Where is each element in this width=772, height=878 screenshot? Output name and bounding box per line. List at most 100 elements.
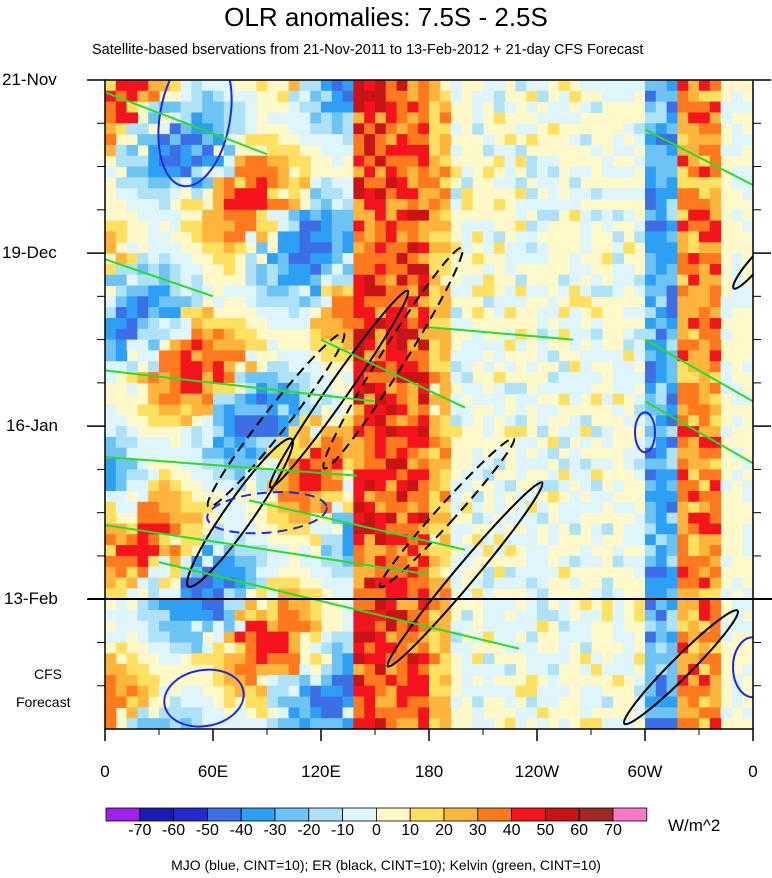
olr-cell — [137, 447, 149, 460]
forecast-label: Forecast — [16, 694, 71, 710]
olr-cell — [439, 177, 452, 189]
olr-cell — [472, 350, 484, 362]
olr-cell — [666, 458, 678, 470]
olr-cell — [407, 664, 419, 676]
olr-cell — [245, 642, 257, 654]
olr-cell — [645, 599, 657, 611]
olr-cell — [180, 696, 192, 708]
olr-cell — [742, 620, 753, 633]
olr-cell — [191, 436, 203, 449]
olr-cell — [245, 393, 257, 406]
olr-cell — [245, 166, 257, 178]
olr-cell — [115, 274, 128, 287]
olr-cell — [699, 307, 711, 319]
olr-cell — [180, 491, 192, 503]
olr-cell — [742, 664, 753, 676]
olr-cell — [655, 512, 668, 525]
olr-cell — [234, 220, 246, 232]
olr-cell — [461, 274, 473, 287]
olr-cell — [547, 685, 560, 698]
olr-cell — [223, 491, 236, 503]
olr-cell — [299, 447, 311, 460]
olr-cell — [655, 188, 668, 200]
olr-cell — [569, 209, 581, 222]
olr-cell — [353, 274, 365, 287]
olr-cell — [256, 134, 268, 146]
olr-cell — [353, 610, 365, 622]
olr-cell — [180, 101, 192, 113]
olr-cell — [645, 144, 657, 157]
olr-cell — [137, 318, 149, 330]
olr-cell — [375, 101, 387, 113]
olr-cell — [148, 177, 160, 189]
olr-cell — [655, 263, 668, 276]
olr-cell — [364, 664, 376, 676]
olr-cell — [699, 188, 711, 200]
olr-cell — [234, 718, 246, 729]
olr-cell — [407, 674, 419, 687]
olr-cell — [504, 415, 516, 427]
olr-cell — [299, 620, 311, 633]
olr-cell — [418, 404, 430, 416]
olr-cell — [666, 209, 678, 222]
olr-cell — [159, 177, 171, 189]
olr-cell — [580, 469, 592, 481]
olr-cell — [267, 426, 279, 438]
olr-cell — [515, 253, 527, 265]
olr-cell — [407, 101, 419, 113]
olr-cell — [331, 696, 344, 708]
olr-cell — [677, 318, 689, 330]
olr-cell — [655, 653, 668, 665]
olr-cell — [677, 253, 689, 265]
olr-cell — [331, 123, 344, 135]
olr-cell — [256, 231, 268, 243]
olr-cell — [677, 696, 689, 708]
olr-cell — [234, 199, 246, 211]
olr-cell — [439, 415, 452, 427]
olr-cell — [439, 134, 452, 146]
olr-cell — [634, 610, 646, 622]
olr-cell — [342, 296, 354, 308]
olr-cell — [612, 664, 624, 676]
olr-cell — [601, 426, 614, 438]
olr-cell — [677, 263, 689, 276]
olr-cell — [213, 599, 225, 611]
olr-cell — [537, 555, 549, 568]
olr-cell — [202, 372, 214, 384]
olr-cell — [299, 80, 311, 92]
olr-cell — [159, 577, 171, 589]
olr-cell — [310, 285, 322, 297]
olr-cell — [645, 404, 657, 416]
olr-cell — [256, 469, 268, 481]
olr-cell — [277, 263, 290, 276]
olr-cell — [169, 253, 182, 265]
olr-cell — [267, 209, 279, 222]
olr-cell — [277, 318, 290, 330]
olr-cell — [472, 534, 484, 546]
olr-cell — [461, 610, 473, 622]
olr-cell — [493, 610, 506, 622]
olr-cell — [213, 501, 225, 514]
olr-cell — [688, 393, 700, 406]
olr-cell — [709, 534, 722, 546]
olr-cell — [234, 318, 246, 330]
olr-cell — [558, 199, 570, 211]
olr-cell — [375, 534, 387, 546]
olr-cell — [331, 90, 344, 103]
olr-cell — [396, 696, 408, 708]
olr-cell — [331, 274, 344, 287]
x-tick-label: 120E — [301, 762, 341, 781]
olr-cell — [677, 642, 689, 654]
olr-cell — [375, 458, 387, 470]
olr-cell — [321, 674, 333, 687]
olr-cell — [407, 350, 419, 362]
olr-cell — [223, 350, 236, 362]
olr-cell — [180, 534, 192, 546]
olr-cell — [526, 523, 538, 535]
olr-cell — [159, 610, 171, 622]
olr-cell — [256, 566, 268, 579]
olr-cell — [699, 209, 711, 222]
olr-cell — [310, 112, 322, 124]
olr-cell — [159, 382, 171, 395]
olr-cell — [353, 166, 365, 178]
